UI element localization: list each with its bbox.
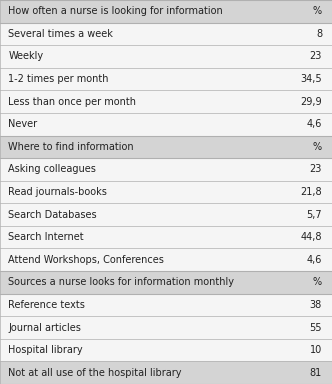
Text: 29,9: 29,9	[300, 97, 322, 107]
Text: Reference texts: Reference texts	[8, 300, 85, 310]
Text: Less than once per month: Less than once per month	[8, 97, 136, 107]
Text: Never: Never	[8, 119, 38, 129]
Text: %: %	[313, 142, 322, 152]
Text: 34,5: 34,5	[300, 74, 322, 84]
Text: 10: 10	[310, 345, 322, 355]
Bar	[0, 0, 332, 23]
Bar	[0, 316, 332, 339]
Text: Not at all use of the hospital library: Not at all use of the hospital library	[8, 368, 182, 378]
Bar	[0, 203, 332, 226]
Text: Asking colleagues: Asking colleagues	[8, 164, 96, 174]
Bar	[0, 271, 332, 294]
Bar	[0, 339, 332, 361]
Bar	[0, 136, 332, 158]
Text: 21,8: 21,8	[300, 187, 322, 197]
Text: Read journals-books: Read journals-books	[8, 187, 107, 197]
Text: Attend Workshops, Conferences: Attend Workshops, Conferences	[8, 255, 164, 265]
Text: 8: 8	[316, 29, 322, 39]
Text: Hospital library: Hospital library	[8, 345, 83, 355]
Text: Search Databases: Search Databases	[8, 210, 97, 220]
Bar	[0, 248, 332, 271]
Bar	[0, 23, 332, 45]
Bar	[0, 90, 332, 113]
Bar	[0, 113, 332, 136]
Bar	[0, 68, 332, 90]
Text: 23: 23	[310, 51, 322, 61]
Text: Where to find information: Where to find information	[8, 142, 134, 152]
Bar	[0, 45, 332, 68]
Text: 5,7: 5,7	[306, 210, 322, 220]
Bar	[0, 226, 332, 248]
Text: How often a nurse is looking for information: How often a nurse is looking for informa…	[8, 6, 223, 16]
Text: 4,6: 4,6	[307, 255, 322, 265]
Bar	[0, 294, 332, 316]
Bar	[0, 158, 332, 181]
Bar	[0, 361, 332, 384]
Text: 4,6: 4,6	[307, 119, 322, 129]
Text: 55: 55	[309, 323, 322, 333]
Text: 23: 23	[310, 164, 322, 174]
Text: %: %	[313, 6, 322, 16]
Text: 38: 38	[310, 300, 322, 310]
Text: Sources a nurse looks for information monthly: Sources a nurse looks for information mo…	[8, 277, 234, 287]
Text: Search Internet: Search Internet	[8, 232, 84, 242]
Text: %: %	[313, 277, 322, 287]
Text: 81: 81	[310, 368, 322, 378]
Text: Weekly: Weekly	[8, 51, 43, 61]
Bar	[0, 181, 332, 203]
Text: Journal articles: Journal articles	[8, 323, 81, 333]
Text: Several times a week: Several times a week	[8, 29, 113, 39]
Text: 1-2 times per month: 1-2 times per month	[8, 74, 109, 84]
Text: 44,8: 44,8	[300, 232, 322, 242]
